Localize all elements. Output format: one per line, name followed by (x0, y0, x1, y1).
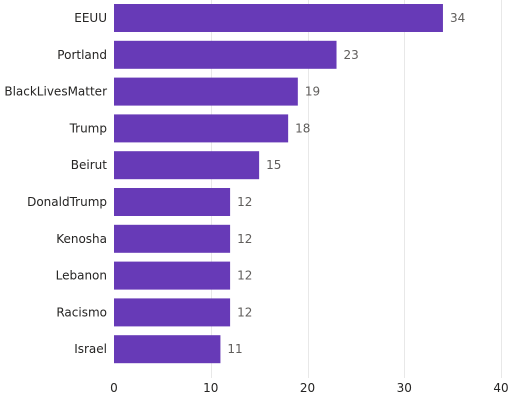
bar-racismo (114, 298, 231, 327)
bar-beirut (114, 151, 260, 180)
data-label: 34 (450, 11, 465, 25)
data-label: 12 (237, 305, 252, 319)
bar-kenosha (114, 224, 231, 253)
bar-donaldtrump (114, 188, 231, 216)
category-label: DonaldTrump (27, 195, 107, 209)
category-label: Beirut (71, 158, 107, 172)
data-label: 18 (295, 121, 310, 135)
x-tick-label: 0 (110, 381, 118, 395)
category-label: BlackLivesMatter (4, 85, 107, 99)
x-tick-label: 10 (203, 381, 218, 395)
category-label: Racismo (56, 305, 107, 319)
data-label: 11 (227, 342, 242, 356)
bar-israel (114, 335, 221, 364)
bar-lebanon (114, 261, 231, 290)
category-label: Kenosha (56, 232, 107, 246)
category-label: Lebanon (56, 269, 107, 283)
category-label: Israel (74, 342, 107, 356)
data-label: 23 (344, 48, 359, 62)
data-label: 12 (237, 195, 252, 209)
category-label: Trump (69, 121, 107, 135)
bar-eeuu (114, 4, 443, 32)
x-tick-label: 20 (300, 381, 315, 395)
x-tick-label: 40 (493, 381, 508, 395)
bar-trump (114, 114, 289, 143)
data-label: 15 (266, 158, 281, 172)
data-label: 12 (237, 269, 252, 283)
bar-portland (114, 40, 337, 69)
data-label: 12 (237, 232, 252, 246)
category-label: Portland (57, 48, 107, 62)
x-tick-label: 30 (397, 381, 412, 395)
bar-blacklivesmatter (114, 77, 298, 106)
category-label: EEUU (74, 11, 107, 25)
data-label: 19 (305, 85, 320, 99)
